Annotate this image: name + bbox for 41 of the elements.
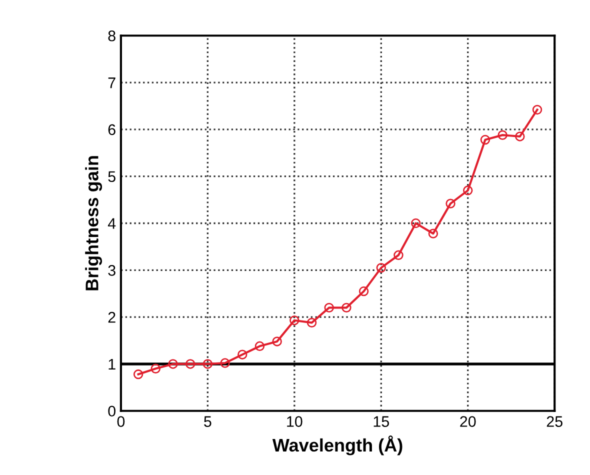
point: [358, 286, 369, 296]
y-tick-label: 3: [108, 265, 116, 276]
point: [324, 302, 334, 313]
point: [238, 350, 248, 360]
point: [498, 130, 508, 140]
y-tick-label: 1: [108, 358, 116, 370]
y-tick-label: 7: [108, 78, 116, 88]
point: [202, 359, 213, 369]
point: [376, 262, 386, 273]
x-tick-label: 25: [546, 416, 562, 427]
x-tick-label: 15: [374, 416, 389, 427]
y-tick-label: 0: [108, 406, 116, 417]
point: [342, 302, 352, 313]
point: [254, 341, 265, 352]
point: [150, 364, 161, 374]
point: [272, 336, 282, 346]
point: [133, 369, 144, 380]
point: [515, 132, 525, 142]
point: [446, 198, 456, 208]
point: [532, 104, 542, 115]
x-tick-label: 5: [204, 416, 212, 427]
y-tick-label: 8: [108, 30, 116, 42]
point: [290, 315, 300, 326]
y-tick-label: 4: [108, 218, 116, 229]
y-tick-label: 2: [108, 312, 116, 323]
y-tick-label: 5: [108, 171, 116, 182]
x-tick-label: 10: [287, 416, 302, 427]
y-axis-title: Brightness gain: [85, 156, 102, 290]
point: [410, 218, 421, 228]
point: [463, 186, 473, 196]
point: [168, 359, 178, 369]
point: [480, 134, 490, 145]
point: [306, 318, 317, 328]
x-tick-label: 20: [460, 416, 476, 427]
point: [394, 250, 404, 260]
point: [428, 228, 438, 238]
x-tick-label: 0: [117, 416, 125, 427]
point: [220, 358, 230, 368]
x-axis-title: Wavelength (Å): [272, 436, 402, 456]
y-tick-label: 6: [108, 124, 116, 136]
point: [185, 359, 196, 369]
